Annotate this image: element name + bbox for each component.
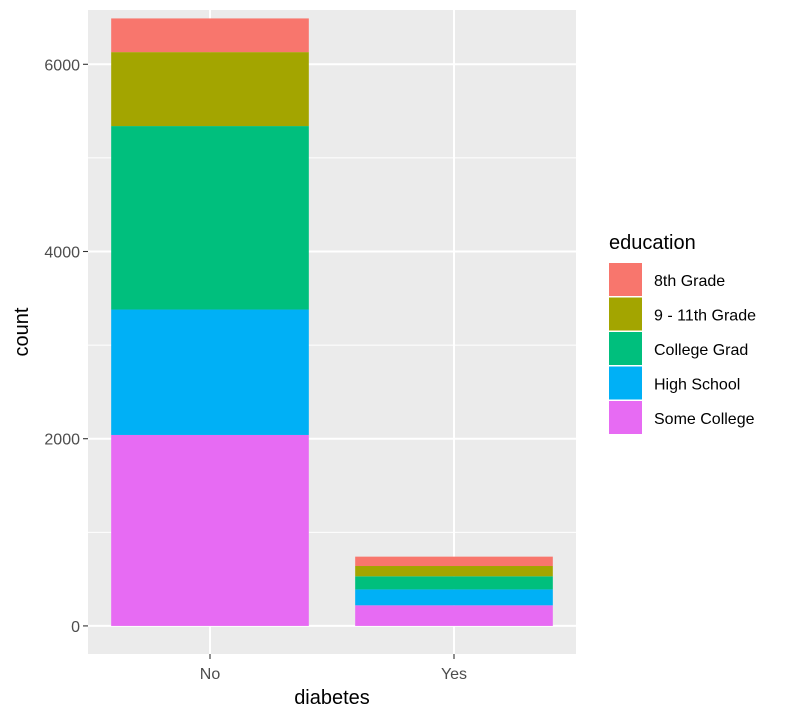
legend-label: Some College — [654, 411, 755, 428]
legend-key — [609, 401, 642, 434]
legend-key — [609, 263, 642, 296]
x-axis-title: diabetes — [294, 687, 370, 709]
bar-segment-no-college-grad — [111, 126, 309, 310]
legend-label: 8th Grade — [654, 273, 725, 290]
legend-key — [609, 332, 642, 365]
bar-segment-yes-some-college — [355, 605, 553, 626]
legend-key — [609, 366, 642, 400]
x-tick-label: No — [200, 666, 221, 683]
y-tick-label: 4000 — [44, 245, 80, 262]
legend-key — [609, 297, 642, 331]
bar-segment-no-high-school — [111, 309, 309, 435]
legend: education 8th Grade 9 - 11th Grade College… — [609, 232, 756, 434]
y-tick-label: 0 — [71, 619, 80, 636]
y-tick-label: 6000 — [44, 57, 80, 74]
bar-segment-yes-high-school — [355, 589, 553, 606]
bar-segment-no-some-college — [111, 434, 309, 626]
bar-segment-no-9-11th-grade — [111, 52, 309, 127]
y-axis: 0 2000 4000 6000 — [44, 57, 88, 636]
x-tick-label: Yes — [441, 666, 467, 683]
legend-label: 9 - 11th Grade — [654, 308, 756, 325]
bar-segment-yes-9-11th-grade — [355, 566, 553, 577]
bar-segment-yes-8th-grade — [355, 556, 553, 567]
bar-segment-yes-college-grad — [355, 576, 553, 590]
legend-label: High School — [654, 377, 740, 394]
y-axis-title: count — [11, 307, 33, 356]
bars — [111, 18, 553, 626]
y-tick-label: 2000 — [44, 432, 80, 449]
legend-label: College Grad — [654, 342, 748, 359]
x-axis: No Yes — [200, 654, 467, 683]
bar-segment-no-8th-grade — [111, 18, 309, 53]
legend-title: education — [609, 232, 696, 254]
